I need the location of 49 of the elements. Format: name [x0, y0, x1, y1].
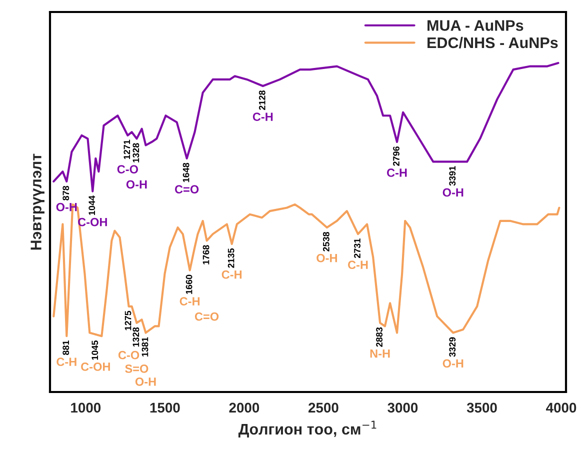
annotation: C=O [194, 312, 219, 321]
annotation: C-H [387, 168, 407, 177]
annotation: 3391 [449, 166, 456, 186]
x-tick-label: 3500 [466, 402, 497, 413]
annotation: C-O [118, 350, 140, 360]
y-axis-title: Нэвтрүүлэлт [30, 154, 44, 250]
annotation: 1045 [92, 340, 98, 360]
annotation: 1381 [142, 337, 148, 356]
annotation: C-OH [81, 362, 110, 371]
x-tick-label: 2500 [308, 402, 338, 413]
annotation: 881 [62, 340, 70, 356]
annotation: C-O [117, 165, 138, 174]
annotation: C-H [252, 112, 273, 121]
annotation: C-H [56, 358, 76, 366]
annotation: C-H [180, 297, 200, 306]
annotation: 2796 [393, 146, 400, 166]
legend-label: EDC/NHS - AuNPs [428, 36, 558, 48]
annotation: 1768 [202, 245, 210, 264]
annotation: 878 [62, 186, 70, 200]
annotation: O-H [135, 378, 156, 386]
annotation: 3329 [449, 337, 456, 357]
annotation: 2883 [376, 327, 382, 347]
legend-label: MUA - AuNPs [428, 20, 524, 31]
annotation: S=O [125, 364, 148, 373]
annotation: 1044 [88, 196, 96, 215]
annotation: 1328 [132, 327, 140, 347]
annotation: 1328 [132, 143, 140, 162]
annotation: O-H [126, 180, 147, 189]
annotation: 2538 [322, 232, 330, 252]
annotation: C=O [174, 185, 199, 194]
x-tick-label: 3000 [388, 402, 418, 413]
annotation: 1660 [186, 274, 192, 294]
annotation: O-H [442, 188, 464, 197]
annotation: 2135 [228, 248, 234, 268]
annotation: C-H [222, 270, 242, 279]
annotation: C-H [348, 260, 368, 270]
x-axis-title: Долгион тоо, см$^{−1}$ [238, 420, 376, 438]
annotation: 1648 [182, 162, 190, 182]
annotation: 1275 [124, 310, 132, 330]
annotation: O-H [316, 254, 337, 262]
x-tick-label: 1500 [150, 402, 180, 413]
annotation: O-H [442, 359, 464, 368]
annotation: 2731 [354, 238, 360, 258]
x-tick-label: 2000 [229, 402, 260, 413]
annotation: 2128 [258, 90, 266, 110]
x-tick-label: 4000 [546, 402, 576, 413]
x-tick-label: 1000 [71, 402, 101, 413]
annotation: 1271 [124, 140, 130, 160]
annotation: N-H [370, 350, 390, 358]
